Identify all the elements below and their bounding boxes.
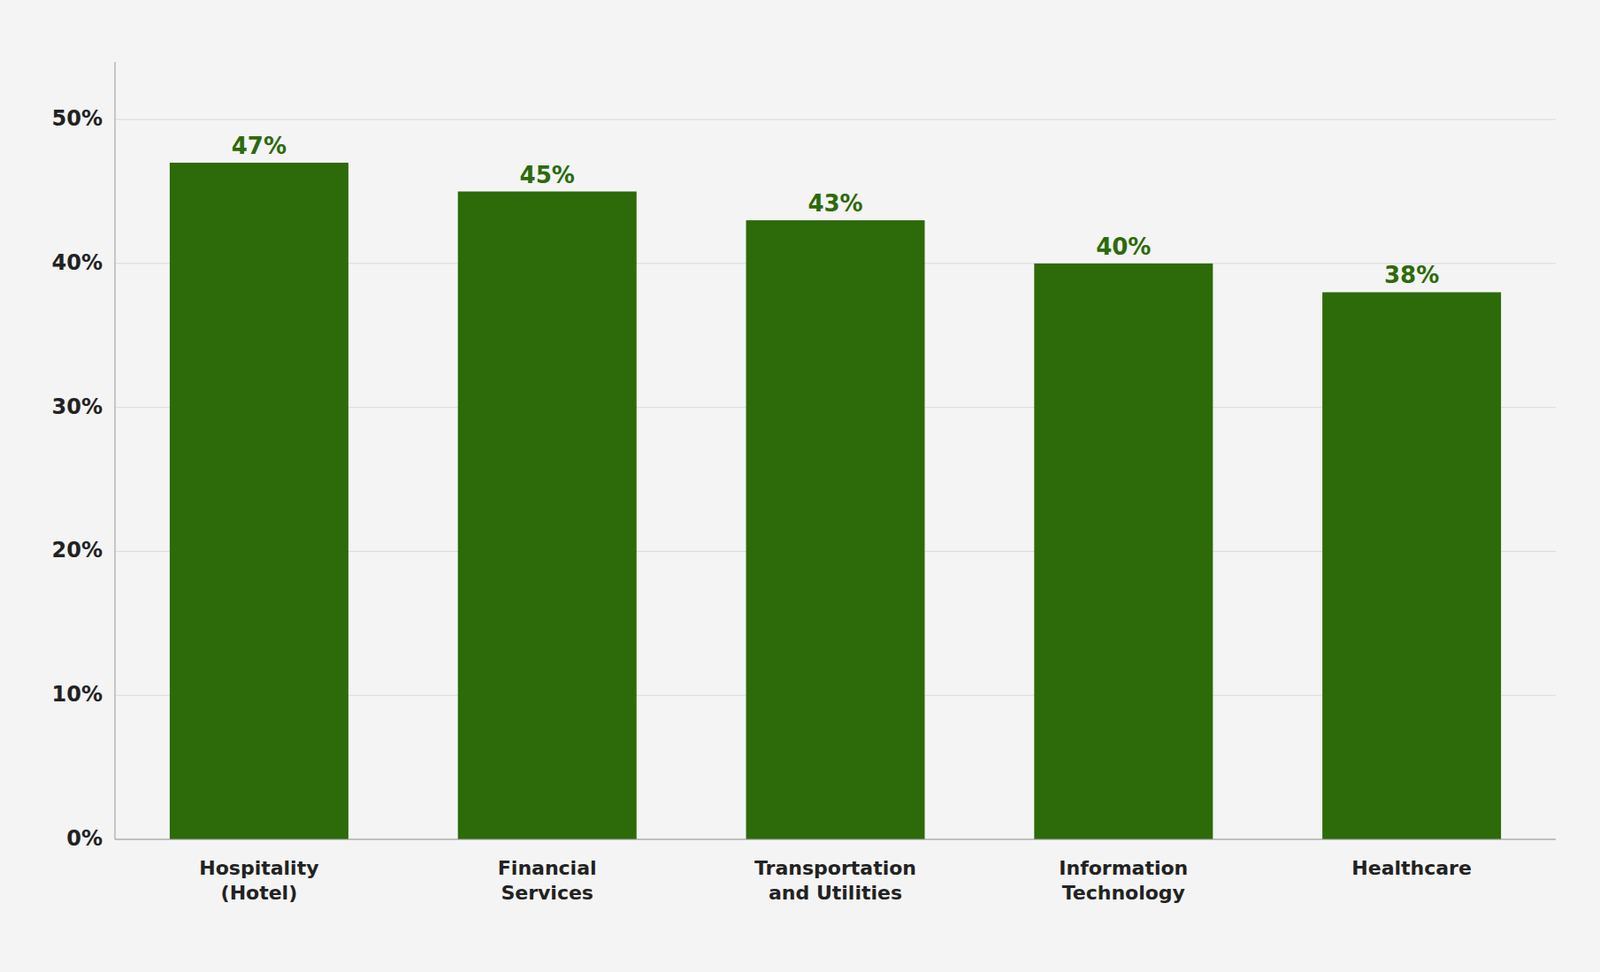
data-label: 43%	[807, 190, 863, 217]
y-tick-label: 40%	[52, 250, 103, 276]
chart-container: 0% 10% 20% 30% 40% 50% 47% 45% 43% 40% 38% Hospital…	[0, 0, 1600, 972]
grid-line	[114, 119, 1556, 121]
x-axis-line	[114, 839, 1556, 841]
bars	[169, 162, 1501, 840]
x-tick-label: InformationTechnology	[1058, 857, 1188, 904]
y-axis-line	[114, 61, 116, 840]
y-tick-label: 20%	[52, 537, 103, 563]
bar	[746, 220, 926, 840]
x-tick-label: Hospitality(Hotel)	[199, 857, 319, 904]
bar	[1322, 291, 1501, 840]
grid-line	[114, 839, 1556, 841]
bar	[1033, 263, 1213, 840]
bar	[458, 191, 637, 841]
x-tick-label: Transportationand Utilities	[754, 857, 917, 904]
y-tick-label: 10%	[52, 681, 103, 707]
y-tick-label: 0%	[66, 826, 103, 851]
y-tick-label: 30%	[52, 394, 103, 420]
x-tick-label: FinancialServices	[497, 857, 598, 904]
data-label: 45%	[520, 161, 575, 189]
bar	[169, 162, 349, 840]
y-tick-label: 50%	[52, 106, 103, 131]
x-tick-label: Healthcare	[1351, 857, 1472, 880]
y-grid	[114, 119, 1556, 840]
data-label: 40%	[1095, 233, 1151, 261]
data-label: 38%	[1384, 261, 1440, 289]
chart: 0% 10% 20% 30% 40% 50% 47% 45% 43% 40% 38% Hospital…	[0, 0, 1600, 972]
data-label: 47%	[231, 132, 287, 160]
